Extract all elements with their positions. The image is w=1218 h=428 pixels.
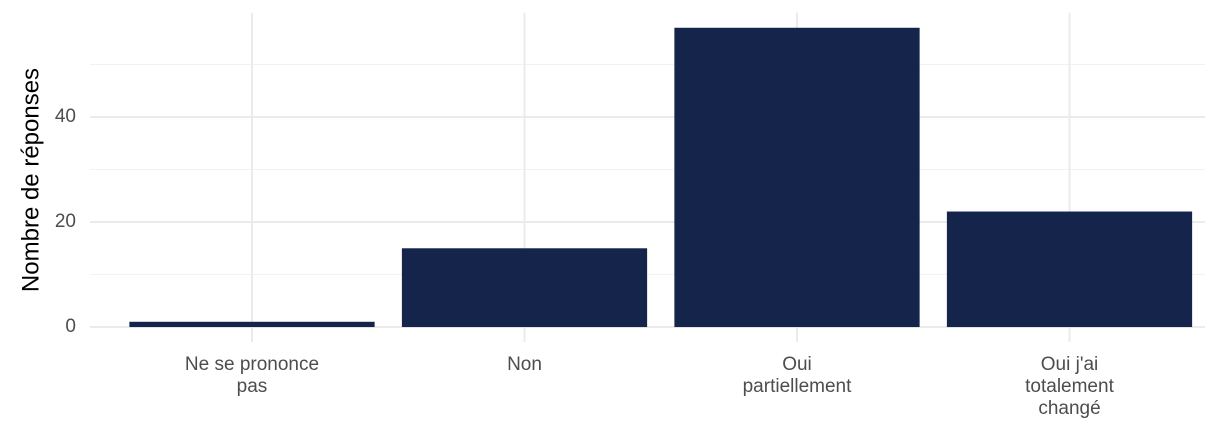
- bar: [401, 248, 648, 328]
- x-tick-label: Ne se prononce pas: [184, 354, 320, 397]
- y-tick-label: 40: [55, 106, 76, 127]
- y-tick-label: 0: [65, 316, 76, 337]
- y-axis-label: Nombre de réponses: [17, 68, 44, 292]
- bar: [129, 321, 375, 328]
- bar: [946, 211, 1193, 328]
- y-tick-label: 20: [55, 211, 76, 232]
- x-tick-label: Non: [507, 354, 542, 375]
- bar: [674, 27, 920, 328]
- x-tick-label: Oui partiellement: [742, 354, 852, 397]
- x-tick-label: Oui j'ai totalement changé: [1025, 354, 1114, 419]
